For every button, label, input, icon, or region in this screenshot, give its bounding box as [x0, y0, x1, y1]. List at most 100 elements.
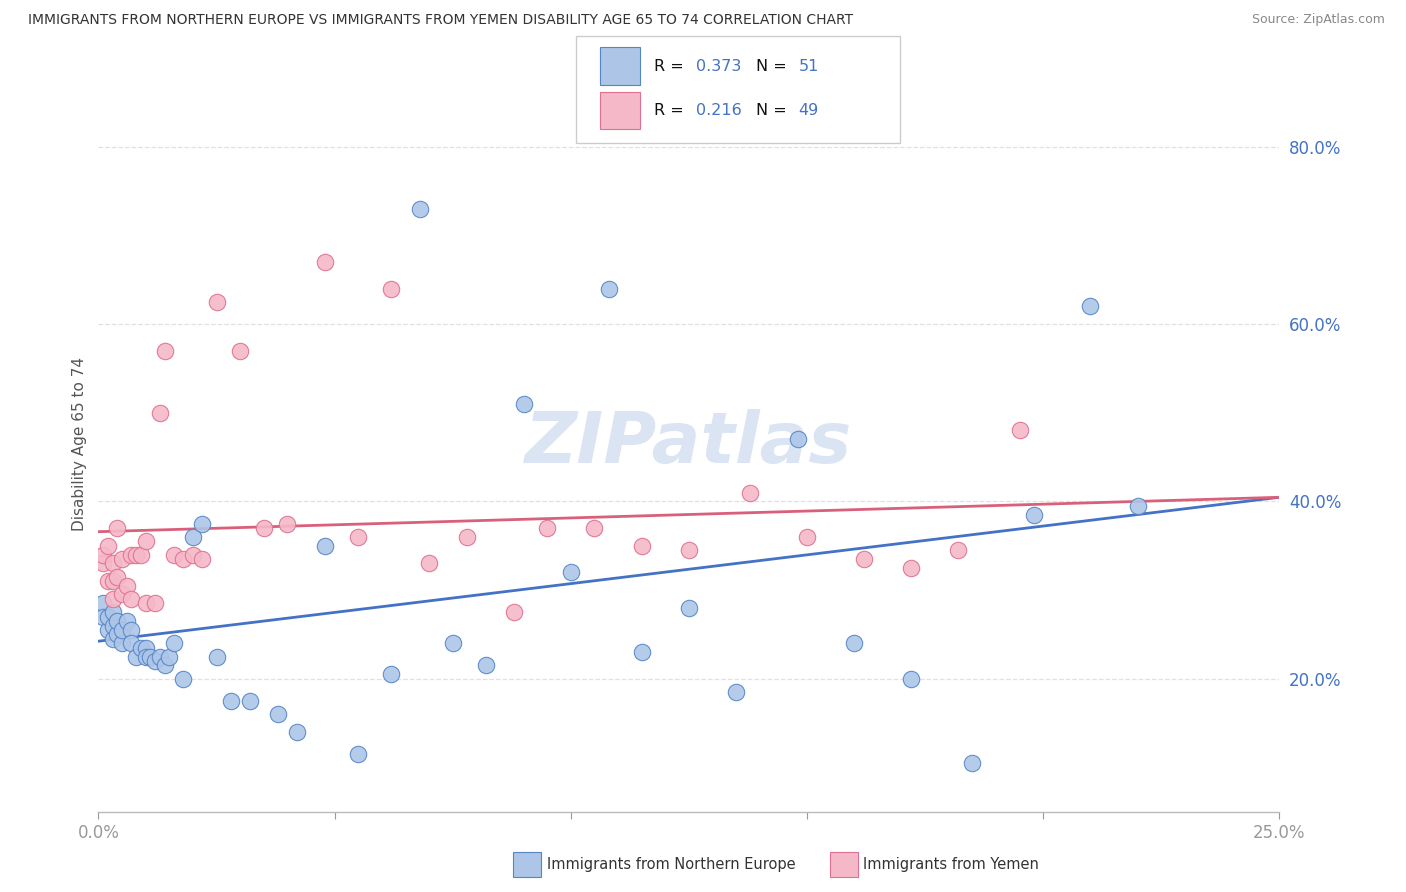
Point [1008, 424, 1031, 438]
Point [253, 521, 276, 535]
Point [97, 539, 120, 553]
Text: Immigrants from Northern Europe: Immigrants from Northern Europe [547, 857, 796, 871]
Point [380, 667, 402, 681]
Point [205, 649, 228, 664]
Point [725, 685, 748, 699]
Point [91, 596, 114, 610]
Point [1126, 499, 1149, 513]
Text: 49: 49 [799, 103, 818, 118]
Point [678, 543, 700, 558]
Point [125, 649, 148, 664]
Point [844, 636, 866, 650]
Point [239, 694, 262, 708]
Point [135, 640, 157, 655]
Point [630, 539, 652, 553]
Point [172, 552, 194, 566]
Point [503, 605, 526, 619]
Point [475, 658, 498, 673]
Point [512, 397, 534, 411]
Point [91, 609, 114, 624]
Point [101, 632, 124, 646]
Point [740, 485, 762, 500]
Point [948, 543, 970, 558]
Point [129, 548, 152, 562]
Point [139, 649, 162, 664]
Point [441, 636, 464, 650]
Point [97, 609, 120, 624]
Point [111, 552, 134, 566]
Point [900, 672, 922, 686]
Text: 0.216: 0.216 [696, 103, 742, 118]
Text: ZIPatlas: ZIPatlas [526, 409, 852, 478]
Point [796, 530, 818, 544]
Point [97, 623, 120, 637]
Point [229, 343, 252, 358]
Point [101, 605, 124, 619]
Point [115, 579, 138, 593]
Point [276, 516, 298, 531]
Text: R =: R = [654, 103, 689, 118]
Text: 51: 51 [799, 59, 818, 73]
Point [205, 294, 228, 309]
Point [135, 649, 157, 664]
Point [172, 672, 194, 686]
Point [105, 627, 128, 641]
Point [456, 530, 478, 544]
Point [418, 557, 440, 571]
Point [105, 521, 128, 535]
Text: Source: ZipAtlas.com: Source: ZipAtlas.com [1251, 13, 1385, 27]
Point [347, 530, 370, 544]
Point [285, 725, 308, 739]
Point [135, 534, 157, 549]
Point [111, 636, 134, 650]
Point [101, 557, 124, 571]
Point [314, 539, 336, 553]
Point [163, 636, 186, 650]
Point [105, 614, 128, 628]
Point [408, 202, 430, 216]
Point [347, 747, 370, 761]
Point [91, 557, 114, 571]
Point [149, 406, 172, 420]
Point [583, 521, 606, 535]
Point [560, 566, 582, 580]
Point [111, 623, 134, 637]
Point [191, 552, 214, 566]
Text: N =: N = [756, 103, 793, 118]
Point [157, 649, 180, 664]
Point [149, 649, 172, 664]
Point [1080, 299, 1102, 313]
Point [267, 707, 290, 722]
Text: R =: R = [654, 59, 689, 73]
Point [181, 548, 204, 562]
Point [153, 343, 176, 358]
Point [143, 654, 166, 668]
Point [111, 587, 134, 601]
Point [129, 640, 152, 655]
Y-axis label: Disability Age 65 to 74: Disability Age 65 to 74 [72, 357, 87, 531]
Point [115, 614, 138, 628]
Point [135, 596, 157, 610]
Point [163, 548, 186, 562]
Point [852, 552, 875, 566]
Text: IMMIGRANTS FROM NORTHERN EUROPE VS IMMIGRANTS FROM YEMEN DISABILITY AGE 65 TO 74: IMMIGRANTS FROM NORTHERN EUROPE VS IMMIG… [28, 13, 853, 28]
Point [125, 548, 148, 562]
Point [121, 591, 143, 606]
Point [598, 282, 620, 296]
Point [630, 645, 652, 659]
Text: N =: N = [756, 59, 793, 73]
Point [153, 658, 176, 673]
Point [786, 433, 808, 447]
Point [380, 282, 402, 296]
Point [101, 574, 124, 589]
Point [105, 570, 128, 584]
Point [121, 623, 143, 637]
Point [962, 756, 984, 770]
Point [181, 530, 204, 544]
Text: Immigrants from Yemen: Immigrants from Yemen [863, 857, 1039, 871]
Point [678, 600, 700, 615]
Point [101, 591, 124, 606]
Point [121, 548, 143, 562]
Point [121, 636, 143, 650]
Text: 0.373: 0.373 [696, 59, 741, 73]
